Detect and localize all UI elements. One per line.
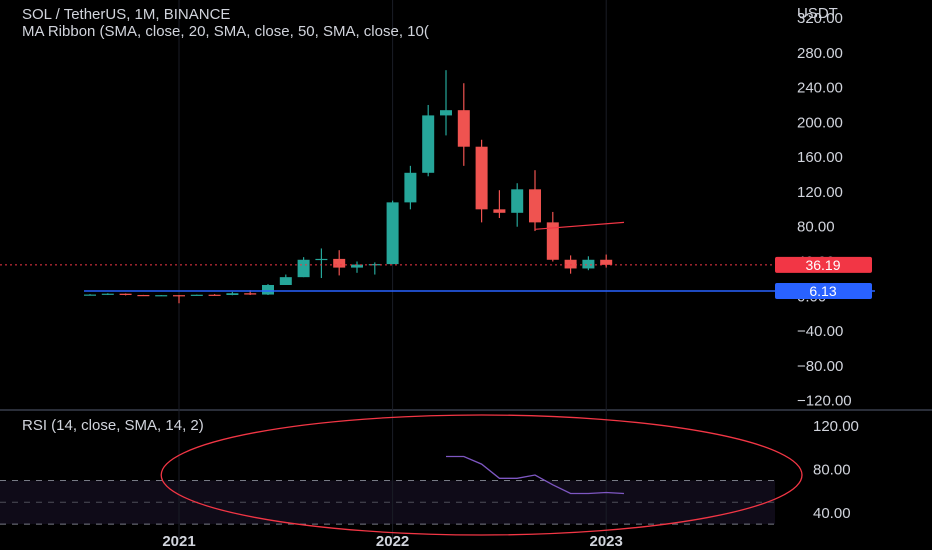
- ellipse-drawing[interactable]: [160, 414, 803, 536]
- time-tick-label: 2021: [162, 533, 195, 550]
- candle-body: [511, 189, 524, 213]
- candle-body: [315, 258, 328, 261]
- horizontal-line-tag-box: [775, 282, 872, 299]
- rsi-legend[interactable]: RSI (14, close, SMA, 14, 2): [22, 417, 204, 434]
- price-tick-label: 120.00: [797, 184, 843, 201]
- price-tick-label: 80.00: [797, 219, 835, 236]
- price-tick-label: 240.00: [797, 80, 843, 97]
- last-price-tag: 36.19: [775, 256, 872, 273]
- candle-body: [351, 264, 363, 268]
- last-price-tag-box: [775, 256, 872, 273]
- rsi-tick-label: 120.00: [813, 418, 859, 435]
- candle-body: [404, 172, 417, 203]
- candle-body: [546, 222, 559, 260]
- candle-body: [440, 110, 452, 116]
- symbol-legend[interactable]: SOL / TetherUS, 1M, BINANCE: [22, 6, 230, 23]
- candle-body: [101, 293, 114, 295]
- rsi-line: [446, 455, 625, 495]
- candle-body: [297, 259, 310, 278]
- candle-body: [119, 293, 132, 295]
- year-grid-lines: [178, 0, 607, 540]
- candle-body: [84, 294, 96, 296]
- candle-body: [368, 264, 381, 266]
- currency-label: USDT: [797, 5, 838, 22]
- candle-body: [529, 189, 541, 223]
- candle-body: [155, 295, 168, 297]
- candle-body: [226, 293, 239, 295]
- candle-body: [208, 294, 221, 296]
- candle-body: [173, 295, 185, 297]
- candle-body: [475, 146, 488, 210]
- candle-body: [279, 277, 292, 285]
- candle-body: [137, 294, 150, 297]
- candle-body: [190, 294, 203, 296]
- price-tick-label: −80.00: [797, 358, 843, 375]
- time-axis[interactable]: 2021 2022 2023: [162, 533, 623, 550]
- indicator-legend[interactable]: MA Ribbon (SMA, close, 20, SMA, close, 5…: [22, 23, 429, 40]
- candle-body: [244, 293, 257, 295]
- candle-body: [493, 209, 506, 213]
- price-tick-label: 200.00: [797, 114, 843, 131]
- horizontal-line-tag-text: 6.13: [809, 283, 836, 299]
- rsi-band-group: [0, 479, 775, 525]
- candle-body: [386, 202, 399, 265]
- candle-body: [582, 259, 595, 269]
- price-tick-label: 280.00: [797, 45, 843, 62]
- last-price-tag-text: 36.19: [805, 257, 840, 273]
- time-tick-label: 2023: [590, 533, 623, 550]
- rsi-tick-label: 80.00: [813, 462, 851, 479]
- candle-body: [333, 258, 346, 268]
- rsi-tick-label: 40.00: [813, 505, 851, 522]
- ma-ribbon-line: [534, 221, 625, 230]
- candle-body: [422, 115, 435, 173]
- candle-body: [457, 110, 470, 147]
- rsi-axis[interactable]: 120.00 80.00 40.00: [813, 418, 859, 522]
- candles-group[interactable]: [84, 70, 613, 304]
- price-tick-label: 160.00: [797, 149, 843, 166]
- price-tick-label: −120.00: [797, 393, 852, 410]
- candle-body: [600, 259, 613, 265]
- candle-body: [262, 284, 274, 295]
- candle-body: [564, 259, 577, 269]
- price-tick-label: −40.00: [797, 323, 843, 340]
- horizontal-line-tag: 6.13: [775, 282, 872, 299]
- price-tick-label: 320.00: [797, 10, 843, 27]
- time-tick-label: 2022: [376, 533, 409, 550]
